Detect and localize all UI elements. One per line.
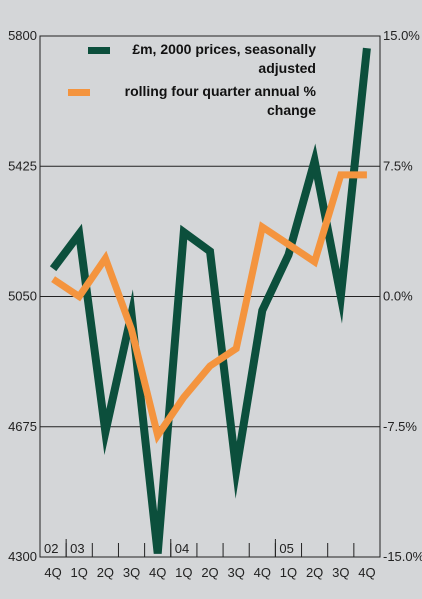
left-tick-label: 4675 — [8, 419, 37, 434]
x-tick-label: 3Q — [332, 565, 349, 580]
right-tick-label: 0.0% — [383, 289, 413, 304]
x-tick-label: 4Q — [254, 565, 271, 580]
gridlines — [39, 35, 381, 558]
legend-swatch — [68, 89, 90, 96]
legend-swatch — [88, 47, 110, 54]
x-tick-label: 2Q — [201, 565, 218, 580]
x-tick-label: 2Q — [97, 565, 114, 580]
x-tick-label: 1Q — [71, 565, 88, 580]
left-axis-ticks: 4300 4675 5050 5425 5800 — [8, 28, 37, 564]
x-tick-label: 1Q — [280, 565, 297, 580]
series-line — [51, 171, 367, 444]
legend-label: rolling four quarter annual % — [125, 83, 317, 99]
legend: £m, 2000 prices, seasonally adjusted rolli… — [68, 41, 317, 118]
year-label: 03 — [70, 541, 84, 556]
right-tick-label: 15.0% — [383, 28, 420, 43]
x-axis: 4Q 1Q 2Q 3Q 4Q 1Q 2Q 3Q 4Q 1Q 2Q 3Q 4Q 02 03 04 05 — [39, 539, 381, 580]
left-tick-label: 5425 — [8, 158, 37, 173]
x-tick-label: 2Q — [306, 565, 323, 580]
x-tick-label: 3Q — [123, 565, 140, 580]
left-tick-label: 4300 — [8, 549, 37, 564]
x-tick-label: 4Q — [149, 565, 166, 580]
legend-label: £m, 2000 prices, seasonally — [132, 41, 316, 57]
left-tick-label: 5050 — [8, 289, 37, 304]
legend-label: change — [267, 102, 316, 118]
left-tick-label: 5800 — [8, 28, 37, 43]
series-line — [49, 47, 371, 554]
series-layer — [49, 47, 371, 554]
year-label: 05 — [279, 541, 293, 556]
right-tick-label: -7.5% — [383, 419, 417, 434]
x-tick-label: 4Q — [358, 565, 375, 580]
x-tick-label: 1Q — [175, 565, 192, 580]
right-tick-label: 7.5% — [383, 158, 413, 173]
right-tick-label: -15.0% — [383, 549, 422, 564]
right-axis-ticks: -15.0% -7.5% 0.0% 7.5% 15.0% — [383, 28, 422, 564]
x-tick-label: 3Q — [227, 565, 244, 580]
x-tick-label: 4Q — [44, 565, 61, 580]
year-label: 02 — [44, 541, 58, 556]
year-label: 04 — [175, 541, 189, 556]
legend-label: adjusted — [258, 60, 316, 76]
